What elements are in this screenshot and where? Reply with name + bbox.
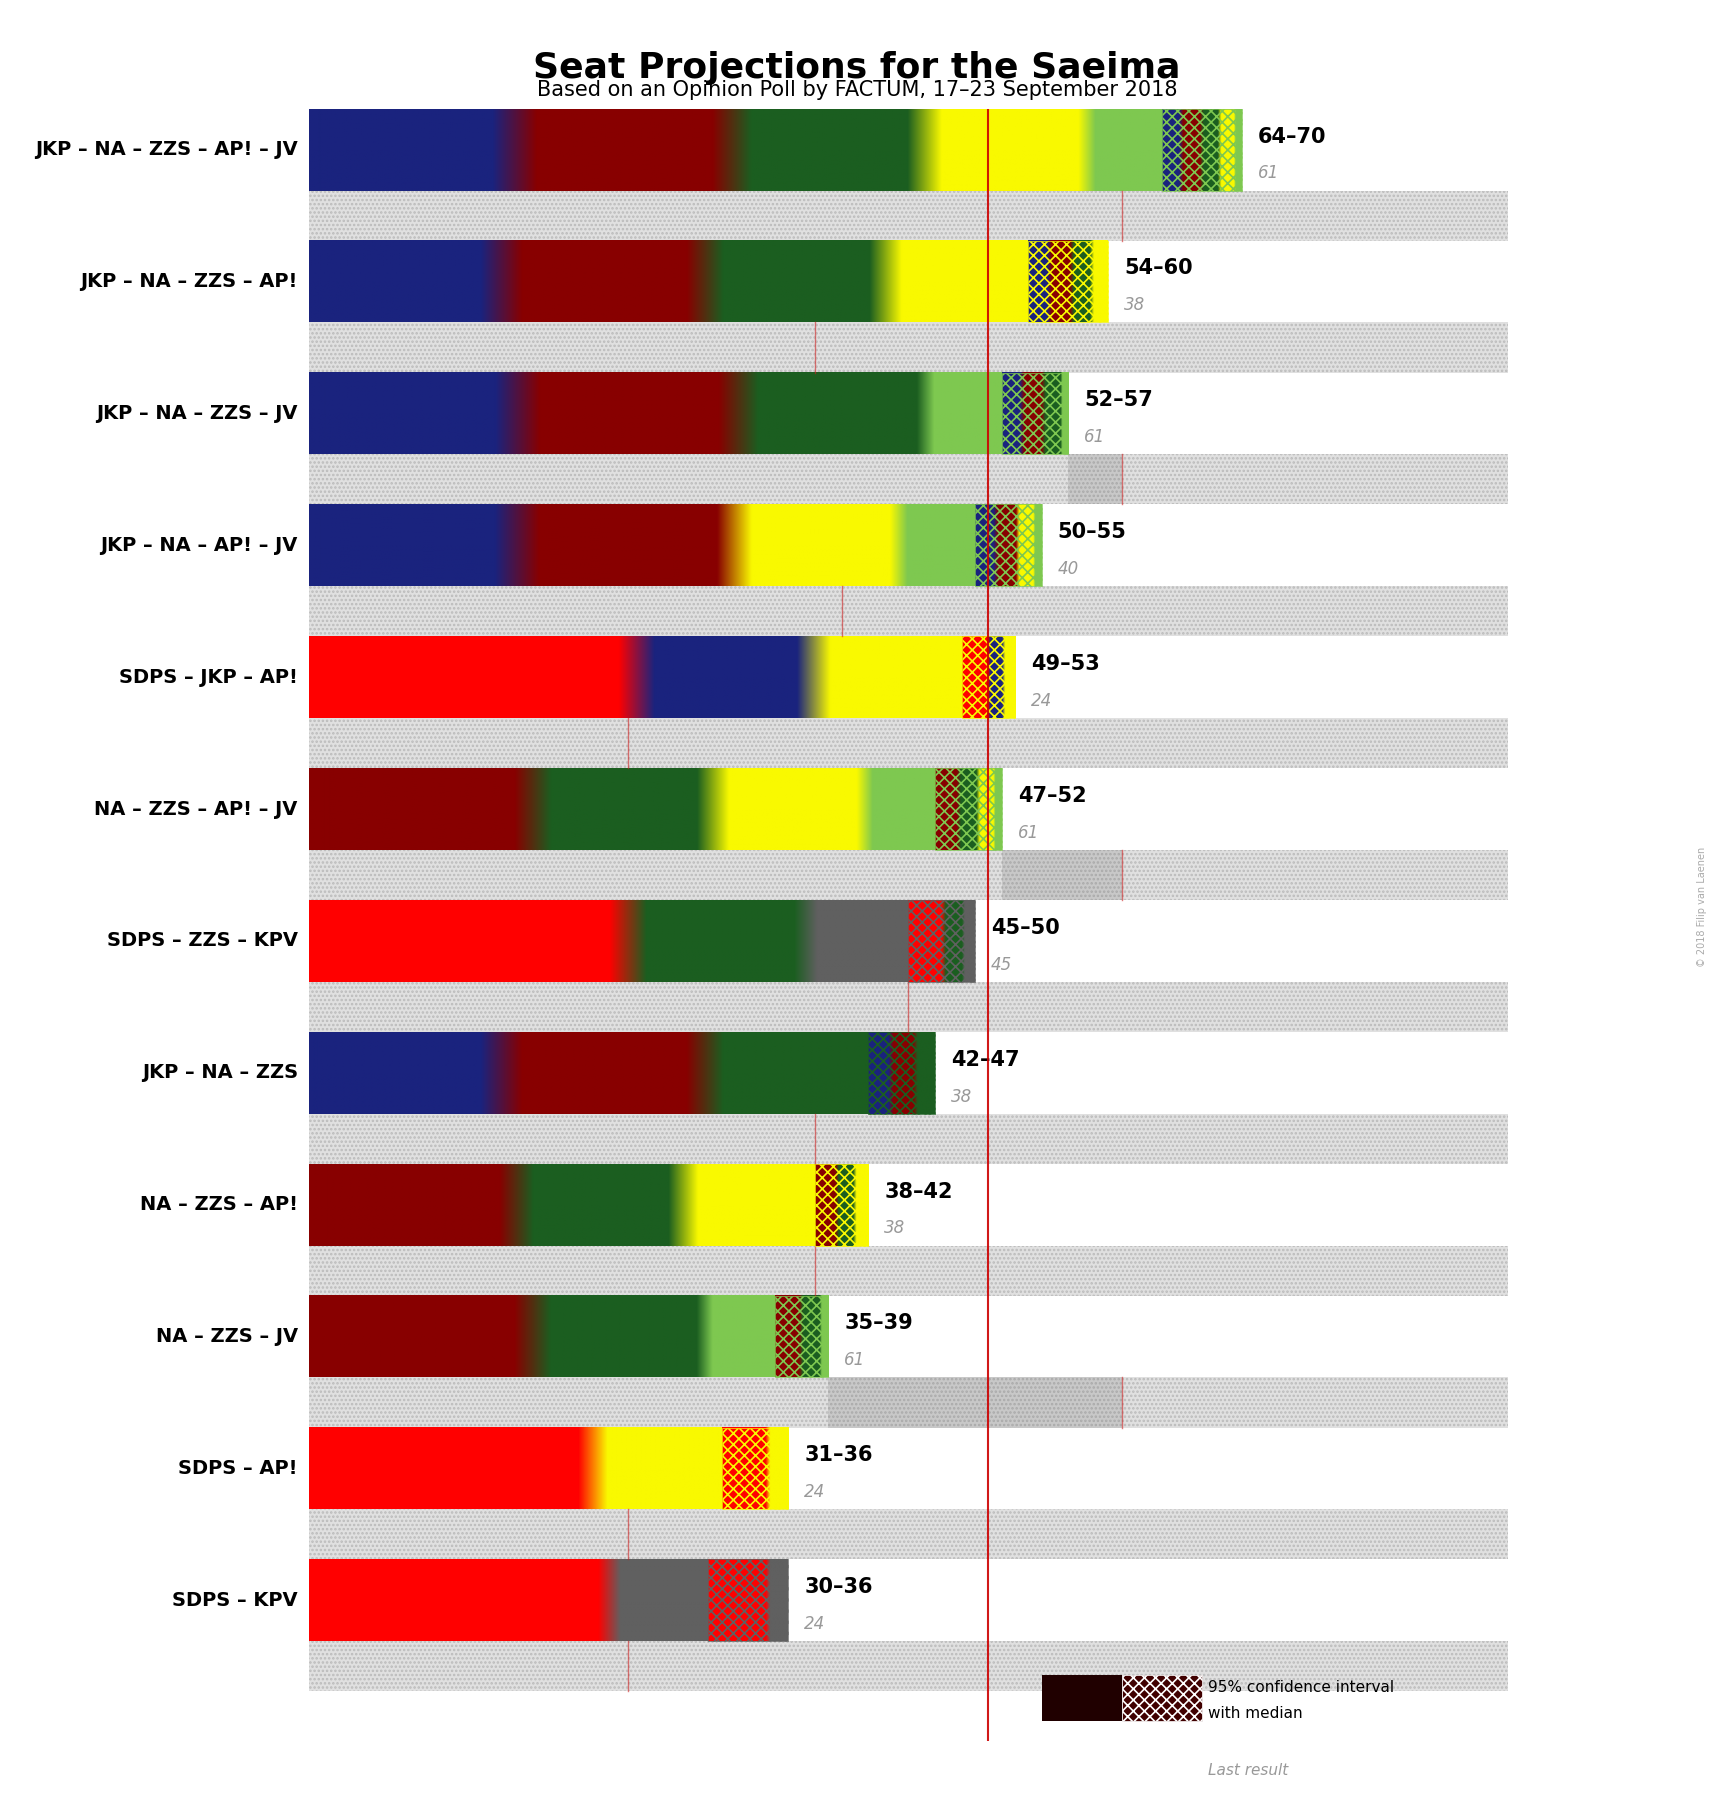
Bar [908,900,975,981]
Text: SDPS – AP!: SDPS – AP! [178,1458,298,1478]
Text: NA – ZZS – AP! – JV: NA – ZZS – AP! – JV [94,800,298,818]
Bar [722,1428,788,1509]
Bar [1042,1758,1202,1783]
Bar [775,1295,828,1377]
Text: JKP – NA – ZZS – AP! – JV: JKP – NA – ZZS – AP! – JV [34,140,298,160]
Text: 38: 38 [884,1219,905,1237]
Bar [309,454,1508,504]
Text: JKP – NA – ZZS – AP!: JKP – NA – ZZS – AP! [81,272,298,290]
Bar [708,1560,788,1642]
Text: 38: 38 [951,1088,972,1105]
Text: with median: with median [1208,1707,1303,1721]
Bar [1028,241,1109,323]
Text: 64–70: 64–70 [1258,127,1327,147]
Bar [936,767,1001,851]
Text: 30–36: 30–36 [804,1576,872,1596]
Text: © 2018 Filip van Laenen: © 2018 Filip van Laenen [1697,847,1707,967]
Text: SDPS – ZZS – KPV: SDPS – ZZS – KPV [106,931,298,951]
Text: 35–39: 35–39 [845,1313,914,1333]
Bar [1068,454,1121,504]
Bar [309,1377,1508,1428]
Bar [309,981,1508,1032]
Text: 95% confidence interval: 95% confidence interval [1208,1680,1395,1694]
Text: 61: 61 [1258,165,1279,183]
Bar [1001,372,1068,454]
Bar [975,504,1042,586]
Bar [869,1032,936,1114]
Text: 61: 61 [1085,428,1106,446]
Text: 45: 45 [991,956,1013,974]
Text: JKP – NA – AP! – JV: JKP – NA – AP! – JV [101,535,298,555]
Bar [309,1114,1508,1165]
Text: 61: 61 [845,1351,866,1370]
Text: 61: 61 [1018,824,1039,842]
Text: SDPS – JKP – AP!: SDPS – JKP – AP! [118,668,298,688]
Bar [309,718,1508,767]
Bar [309,1246,1508,1295]
Text: 38–42: 38–42 [884,1181,953,1201]
Text: JKP – NA – ZZS – JV: JKP – NA – ZZS – JV [96,405,298,423]
Bar [309,851,1508,900]
Text: Seat Projections for the Saeima: Seat Projections for the Saeima [533,51,1181,85]
Bar [1042,1674,1121,1721]
Bar [816,1165,869,1246]
Bar [309,1642,1508,1691]
Bar [309,1509,1508,1560]
Text: Based on an Opinion Poll by FACTUM, 17–23 September 2018: Based on an Opinion Poll by FACTUM, 17–2… [536,80,1178,100]
Bar [309,323,1508,372]
Text: 47–52: 47–52 [1018,785,1087,805]
Text: 24: 24 [1032,691,1052,709]
Text: 54–60: 54–60 [1124,258,1193,278]
Bar [309,190,1508,241]
Text: 42–47: 42–47 [951,1050,1020,1070]
Text: JKP – NA – ZZS: JKP – NA – ZZS [142,1063,298,1083]
Text: NA – ZZS – AP!: NA – ZZS – AP! [141,1195,298,1214]
Text: 31–36: 31–36 [804,1446,872,1466]
Text: 52–57: 52–57 [1085,390,1154,410]
Bar [828,1377,1121,1428]
Bar [309,586,1508,637]
Text: 50–55: 50–55 [1058,522,1126,542]
Text: 38: 38 [1124,296,1145,314]
Text: 45–50: 45–50 [991,918,1059,938]
Bar [1001,851,1121,900]
Bar [1121,1674,1202,1721]
Text: 24: 24 [804,1484,826,1502]
Bar [1162,109,1241,190]
Text: 24: 24 [804,1614,826,1633]
Text: NA – ZZS – JV: NA – ZZS – JV [156,1328,298,1346]
Text: 40: 40 [1058,561,1080,579]
Text: Last result: Last result [1208,1763,1289,1778]
Bar [962,637,1015,718]
Text: 49–53: 49–53 [1032,655,1100,675]
Text: SDPS – KPV: SDPS – KPV [171,1591,298,1609]
